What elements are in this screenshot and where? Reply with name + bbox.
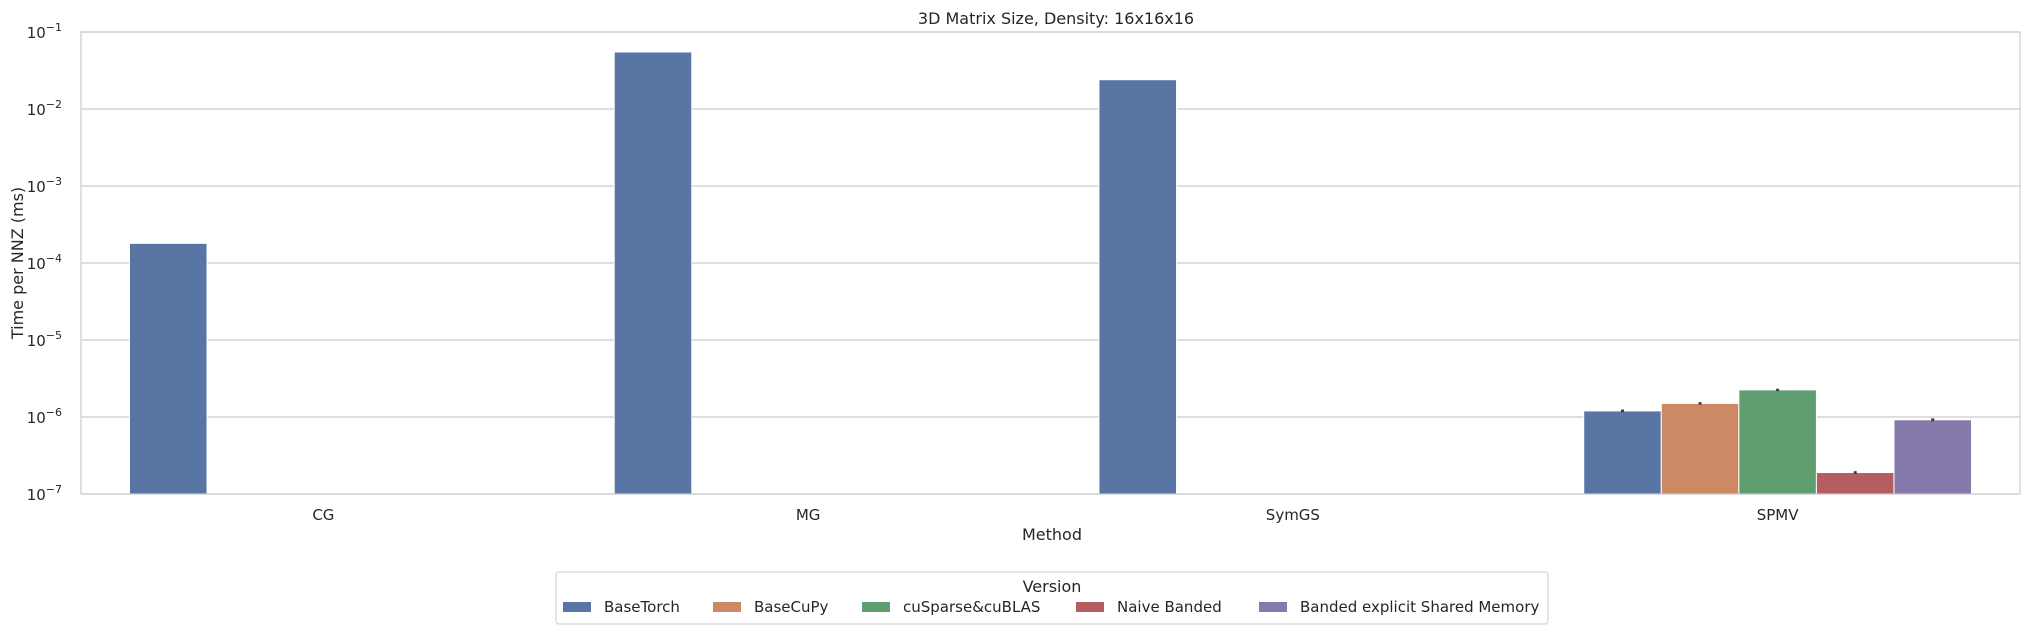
x-tick-label: SymGS [1266,506,1320,524]
plot-frame [80,31,2021,495]
legend-swatch [1076,602,1104,612]
bar [128,242,208,495]
legend-swatch [1259,602,1287,612]
y-tick-label: 10−3 [27,175,62,196]
bar [1815,472,1895,495]
bar [1893,419,1973,495]
legend-label: cuSparse&cuBLAS [903,598,1040,616]
error-bars [1621,388,1935,474]
legend-items: BaseTorch BaseCuPy cuSparse&cuBLAS Naive Ba… [563,598,1539,616]
legend-frame [555,571,1549,625]
bar [1583,410,1662,495]
chart-title: 3D Matrix Size, Density: 16x16x16 [918,9,1194,28]
y-axis-label: Time per NNZ (ms) [8,187,27,340]
bars [128,51,1973,495]
legend-swatch [713,602,741,612]
y-tick-label: 10−6 [27,406,62,427]
legend-swatch [862,602,890,612]
legend-swatch [563,602,591,612]
y-tick-label: 10−1 [27,21,62,42]
bar [1660,402,1740,495]
x-tick-label: MG [796,506,821,524]
y-tick-labels: 10−7 10−6 10−5 10−4 10−3 10−2 10−1 [27,21,62,504]
y-tick-label: 10−7 [27,483,62,504]
x-tick-labels: CG MG SymGS SPMV [312,506,1799,524]
legend-title: Version [1023,577,1082,596]
y-tick-label: 10−2 [27,98,62,119]
bar [1738,389,1817,495]
y-tick-label: 10−5 [27,329,62,350]
legend-label: BaseTorch [604,598,680,616]
legend-label: Naive Banded [1117,598,1222,616]
legend-label: BaseCuPy [754,598,829,616]
legend-label: Banded explicit Shared Memory [1300,598,1539,616]
x-tick-label: SPMV [1757,506,1800,524]
x-tick-label: CG [312,506,334,524]
legend: Version BaseTorch BaseCuPy cuSparse&cuBLAS… [555,571,1549,625]
bar [613,51,693,495]
y-tick-label: 10−4 [27,252,62,273]
bar [1098,79,1178,495]
x-axis-label: Method [1022,525,1082,544]
